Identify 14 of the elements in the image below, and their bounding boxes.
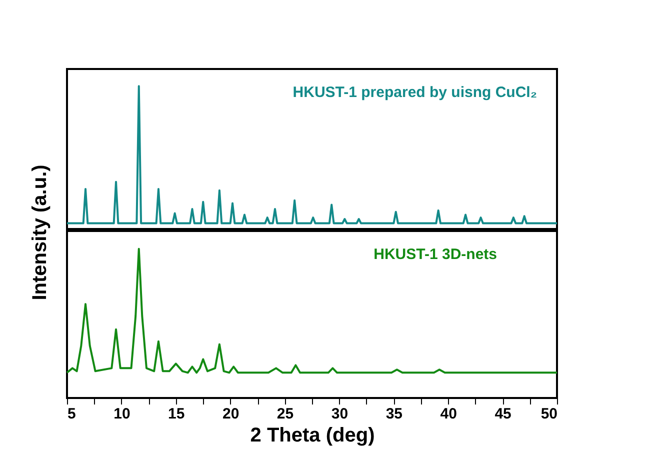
x-tick-label: 5 — [68, 406, 76, 422]
text: HKUST-1 prepared by uisng CuCl₂ — [292, 84, 537, 101]
x-tick-label: 40 — [440, 406, 457, 422]
text: HKUST-1 3D-nets — [374, 246, 497, 263]
x-tick-label: 35 — [386, 406, 403, 422]
x-tick-label: 30 — [331, 406, 348, 422]
x-tick-label: 45 — [494, 406, 512, 422]
x-tick-label: 15 — [168, 406, 185, 422]
y-axis-title: Intensity (a.u.) — [29, 164, 51, 300]
x-tick-label: 50 — [540, 406, 558, 422]
x-tick-label: 10 — [114, 406, 130, 422]
x-tick-label: 20 — [222, 406, 240, 422]
x-axis-title: 2 Theta (deg) — [250, 424, 375, 446]
x-tick-label: 25 — [276, 406, 294, 422]
